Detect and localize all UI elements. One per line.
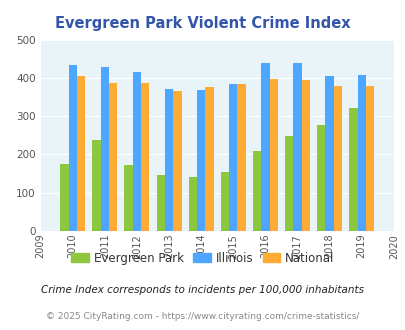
Bar xyxy=(260,63,269,231)
Bar xyxy=(132,72,141,231)
Bar xyxy=(237,84,245,231)
Bar xyxy=(333,86,341,231)
Bar xyxy=(196,90,205,231)
Bar xyxy=(284,136,292,231)
Bar xyxy=(109,83,117,231)
Bar xyxy=(68,65,77,231)
Bar xyxy=(124,165,132,231)
Bar xyxy=(60,164,68,231)
Bar xyxy=(301,80,309,231)
Bar xyxy=(316,125,325,231)
Bar xyxy=(269,79,277,231)
Bar xyxy=(220,173,228,231)
Bar xyxy=(173,91,181,231)
Text: © 2025 CityRating.com - https://www.cityrating.com/crime-statistics/: © 2025 CityRating.com - https://www.city… xyxy=(46,312,359,321)
Bar xyxy=(365,86,373,231)
Bar xyxy=(228,84,237,231)
Bar xyxy=(92,140,100,231)
Legend: Evergreen Park, Illinois, National: Evergreen Park, Illinois, National xyxy=(66,247,339,269)
Bar xyxy=(164,88,173,231)
Bar xyxy=(252,151,260,231)
Bar xyxy=(348,108,357,231)
Bar xyxy=(100,67,109,231)
Bar xyxy=(141,83,149,231)
Bar xyxy=(156,176,164,231)
Bar xyxy=(188,178,196,231)
Bar xyxy=(357,75,365,231)
Text: Crime Index corresponds to incidents per 100,000 inhabitants: Crime Index corresponds to incidents per… xyxy=(41,285,364,295)
Bar xyxy=(325,76,333,231)
Text: Evergreen Park Violent Crime Index: Evergreen Park Violent Crime Index xyxy=(55,16,350,31)
Bar xyxy=(205,87,213,231)
Bar xyxy=(292,63,301,231)
Bar xyxy=(77,76,85,231)
